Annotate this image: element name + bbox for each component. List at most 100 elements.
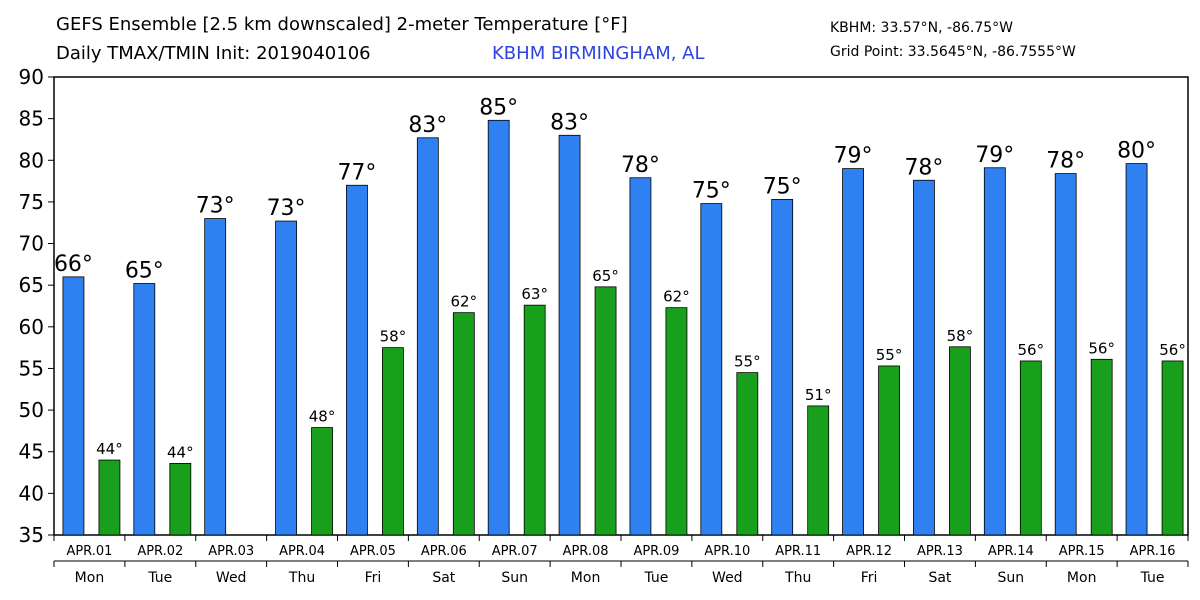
tmin-bar (1161, 360, 1184, 536)
tmax-bar (842, 168, 864, 536)
tmax-value-label: 80° (1117, 139, 1156, 164)
tmax-value-label: 78° (904, 155, 943, 180)
station-label: KBHM BIRMINGHAM, AL (492, 43, 705, 64)
x-tick-label: APR.13 (917, 544, 963, 559)
tmin-value-label: 55° (734, 353, 761, 371)
tmin-bar (311, 427, 333, 536)
tmin-value-label: 56° (1018, 341, 1045, 359)
station-coordinates: KBHM: 33.57°N, -86.75°W (830, 20, 1013, 36)
x-tick-label: APR.06 (421, 544, 467, 559)
tmax-bar (133, 283, 156, 536)
tmin-value-label: 56° (1088, 339, 1115, 357)
tmax-value-label: 85° (479, 95, 518, 120)
tmin-value-label: 44° (96, 440, 123, 458)
tmax-bar (558, 134, 581, 536)
weekday-label: Fri (365, 570, 382, 586)
y-tick-label: 55 (19, 356, 44, 380)
weekday-label: Wed (216, 570, 247, 586)
tmin-value-label: 56° (1159, 341, 1186, 359)
weekday-label: Tue (147, 570, 172, 586)
weekday-label: Sat (432, 570, 455, 586)
grid-point-coordinates: Grid Point: 33.5645°N, -86.7555°W (830, 44, 1076, 60)
tmax-bar (700, 203, 723, 536)
weekday-label: Wed (712, 570, 743, 586)
tmax-bar (913, 179, 935, 536)
tmax-value-label: 66° (54, 252, 93, 277)
weekday-label: Sun (501, 570, 528, 586)
y-tick-label: 35 (19, 523, 44, 547)
tmin-bar (523, 304, 546, 536)
y-tick-label: 40 (19, 481, 44, 505)
x-tick-label: APR.15 (1059, 544, 1105, 559)
tmax-value-label: 83° (408, 113, 447, 138)
y-tick-label: 75 (19, 190, 44, 214)
tmax-value-label: 73° (267, 196, 306, 221)
y-tick-label: 45 (19, 440, 44, 464)
tmax-bar (487, 119, 510, 536)
x-tick-label: APR.14 (988, 544, 1034, 559)
tmax-bar (204, 218, 227, 536)
tmin-value-label: 58° (380, 328, 407, 346)
weekday-label: Tue (643, 570, 668, 586)
weekday-label: Mon (75, 570, 105, 586)
x-tick-label: APR.04 (279, 544, 325, 559)
tmax-value-label: 75° (692, 179, 731, 204)
tmax-value-label: 65° (125, 259, 164, 284)
tmax-bar (416, 137, 439, 536)
x-tick-label: APR.12 (846, 544, 892, 559)
tmin-bar (807, 405, 830, 536)
weekday-label: Sun (997, 570, 1024, 586)
tmin-bar (169, 462, 192, 536)
weekday-label: Sat (928, 570, 951, 586)
tmin-bar (98, 459, 121, 536)
tmin-bar (1019, 360, 1042, 536)
tmin-value-label: 62° (451, 293, 478, 311)
tmin-value-label: 44° (167, 443, 194, 461)
x-tick-label: APR.08 (563, 544, 609, 559)
tmax-value-label: 78° (1046, 149, 1085, 174)
x-tick-label: APR.03 (208, 544, 254, 559)
weekday-label: Tue (1140, 570, 1165, 586)
tmin-value-label: 55° (876, 346, 903, 364)
tmin-bar (1090, 358, 1113, 536)
tmin-bar (949, 346, 971, 536)
tmin-value-label: 63° (521, 285, 548, 303)
weekday-label: Mon (571, 570, 601, 586)
tmax-bar (62, 276, 85, 536)
x-tick-label: APR.10 (704, 544, 750, 559)
x-tick-label: APR.01 (66, 544, 112, 559)
y-tick-label: 65 (19, 273, 44, 297)
tmin-value-label: 62° (663, 288, 690, 306)
tmin-bar (452, 312, 475, 536)
tmin-bar (665, 307, 688, 536)
weekday-label: Thu (784, 570, 811, 586)
chart-subtitle: Daily TMAX/TMIN Init: 2019040106 (56, 43, 371, 64)
weekday-label: Mon (1067, 570, 1097, 586)
tmax-bar (1054, 173, 1077, 536)
y-tick-label: 80 (19, 148, 44, 172)
tmax-bar (983, 167, 1006, 536)
x-axis: APR.01 Mon APR.02 Tue APR.03 Wed APR.04 Thu APR.… (53, 535, 1189, 586)
tmax-bar (275, 220, 297, 536)
tmin-value-label: 51° (805, 386, 832, 404)
x-tick-label: APR.05 (350, 544, 396, 559)
tmin-bar (736, 372, 759, 536)
tmax-value-label: 77° (337, 160, 376, 185)
y-tick-label: 50 (19, 398, 44, 422)
tmin-bar (382, 347, 404, 536)
x-tick-label: APR.11 (775, 544, 821, 559)
tmin-value-label: 65° (592, 267, 619, 285)
y-tick-label: 85 (19, 107, 44, 131)
tmax-value-label: 75° (763, 174, 802, 199)
x-tick-label: APR.16 (1130, 544, 1176, 559)
value-labels: 66° 65° 73° 73° 77° 83° 85° 83° 78° 75° 75° 79° 78° 7… (54, 95, 1186, 461)
x-tick-label: APR.09 (633, 544, 679, 559)
y-axis: 35 40 45 50 55 60 65 70 75 80 85 90 (19, 65, 54, 547)
tmax-value-label: 79° (834, 144, 873, 169)
weekday-label: Fri (861, 570, 878, 586)
tmin-value-label: 58° (947, 327, 974, 345)
x-tick-label: APR.07 (492, 544, 538, 559)
tmin-bar (594, 286, 617, 536)
tmin-value-label: 48° (309, 408, 336, 426)
